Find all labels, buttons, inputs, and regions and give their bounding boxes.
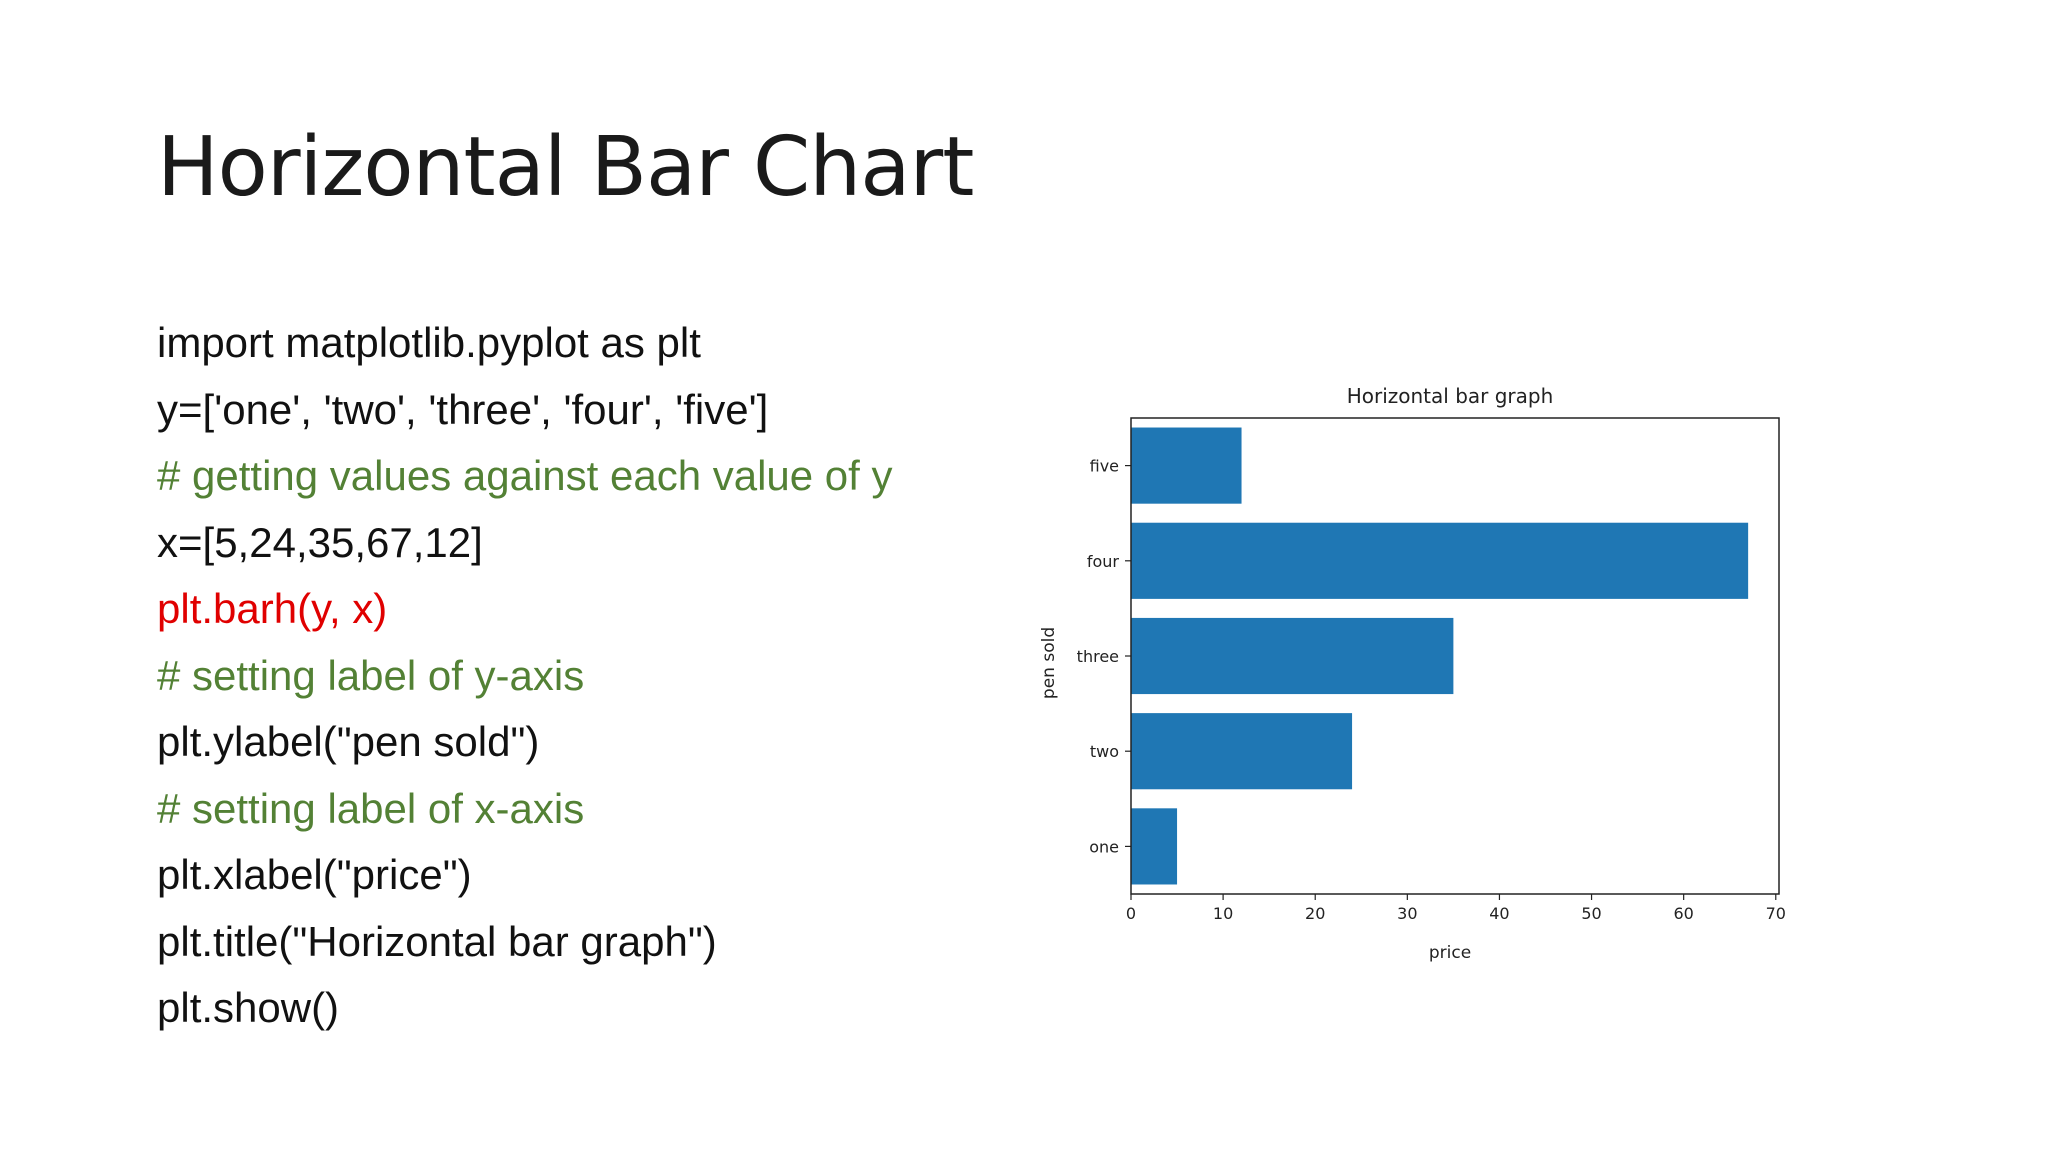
code-comment-line: # setting label of y-axis — [157, 651, 585, 699]
x-tick-label: 0 — [1126, 904, 1136, 923]
x-tick-label: 50 — [1581, 904, 1601, 923]
code-line: x=[5,24,35,67,12] — [157, 518, 483, 566]
code-line: plt.title("Horizontal bar graph") — [157, 917, 717, 965]
code-line: plt.ylabel("pen sold") — [157, 718, 540, 765]
code-line: y=['one', 'two', 'three', 'four', 'five'… — [157, 385, 769, 433]
chart-title: Horizontal bar graph — [1347, 384, 1554, 408]
code-line: plt.xlabel("price") — [157, 851, 472, 898]
x-tick-label: 30 — [1397, 904, 1417, 923]
code-line: import matplotlib.pyplot as plt — [157, 319, 701, 366]
y-tick-label: two — [1090, 742, 1119, 761]
x-tick-label: 40 — [1489, 904, 1509, 923]
chart-figure: Horizontal bar graph one two three four five… — [1020, 370, 1820, 990]
x-tick-label: 60 — [1673, 904, 1693, 923]
bar-three — [1131, 617, 1454, 695]
x-tick-label: 20 — [1305, 904, 1325, 923]
y-tick-label: five — [1090, 457, 1119, 476]
y-tick-label: three — [1077, 647, 1119, 666]
plot-frame — [1130, 417, 1780, 895]
x-axis-label: price — [1429, 943, 1471, 963]
chart-plot-area: one two three four five 0 10 20 30 40 50 60 70 — [1077, 417, 1786, 923]
y-axis-label: pen sold — [1039, 627, 1059, 699]
bar-two — [1131, 713, 1353, 790]
bar-one — [1131, 808, 1178, 885]
code-comment-line: # getting values against each value of y — [157, 452, 893, 499]
bar-five — [1131, 427, 1242, 504]
horizontal-bar-chart: Horizontal bar graph one two three four five… — [1039, 384, 1786, 963]
x-tick-label: 10 — [1213, 904, 1233, 923]
y-tick-label: one — [1089, 837, 1119, 856]
slide-title: Horizontal Bar Chart — [157, 120, 974, 215]
code-comment-line: # setting label of x-axis — [157, 784, 585, 832]
x-tick-label: 70 — [1766, 904, 1786, 923]
bar-four — [1131, 522, 1749, 599]
code-line: plt.show() — [157, 984, 340, 1031]
code-listing: import matplotlib.pyplot as plt y=['one',… — [157, 310, 893, 1042]
code-highlight-line: plt.barh(y, x) — [157, 585, 388, 632]
y-tick-label: four — [1087, 552, 1120, 571]
